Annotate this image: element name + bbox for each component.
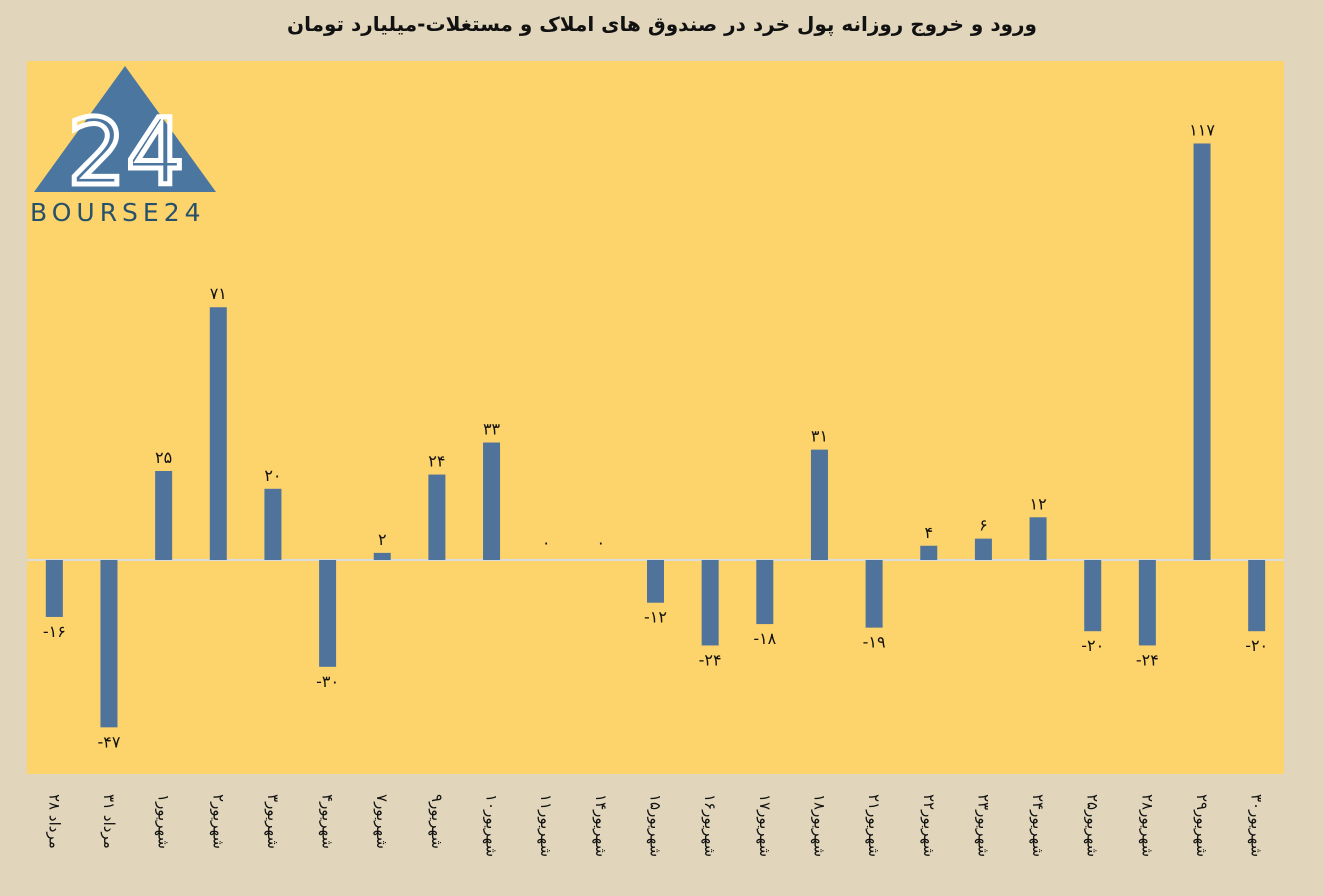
- data-label: ۲: [378, 530, 387, 549]
- bar: [1138, 560, 1156, 646]
- data-label: -۲۰: [1081, 636, 1104, 655]
- category-label: ۲۸ مرداد: [45, 794, 63, 849]
- category-label: ۲۴شهریور: [1029, 794, 1047, 857]
- data-label: ۱۱۷: [1189, 120, 1215, 139]
- category-label: ۱۸شهریور: [810, 794, 828, 857]
- chart-title: ورود و خروج روزانه پول خرد در صندوق های …: [287, 12, 1037, 36]
- data-label: ۱۲: [1029, 494, 1046, 513]
- category-label: ۷شهریور: [373, 794, 391, 849]
- category-label: ۱۷شهریور: [756, 794, 774, 857]
- data-label: ۲۵: [155, 448, 172, 467]
- data-label: ۷۱: [210, 284, 227, 303]
- data-label: ۲۴: [428, 452, 445, 471]
- bar: [319, 560, 337, 667]
- category-label: ۲شهریور: [209, 794, 227, 849]
- logo-triangle: [34, 66, 216, 192]
- bar: [428, 474, 446, 560]
- category-label: ۱۵شهریور: [647, 794, 665, 857]
- bar: [155, 471, 173, 560]
- category-label: ۱۶شهریور: [701, 794, 719, 857]
- bar: [756, 560, 774, 625]
- category-label: ۲۹شهریور: [1193, 794, 1211, 857]
- data-label: ۲۰: [264, 466, 281, 485]
- data-label: ۶: [979, 516, 988, 535]
- data-label: ۰: [542, 533, 551, 552]
- data-label: ۳۳: [483, 420, 501, 439]
- data-label: ۰: [597, 533, 606, 552]
- category-label: ۱۱شهریور: [537, 794, 555, 857]
- bar: [1084, 560, 1102, 632]
- category-label: ۲۳شهریور: [974, 794, 992, 857]
- data-label: -۱۹: [863, 633, 886, 652]
- bar: [264, 488, 282, 560]
- bar: [920, 545, 938, 560]
- data-label: -۲۴: [699, 650, 722, 669]
- logo-mark: 24: [67, 99, 184, 206]
- bar: [701, 560, 719, 646]
- bar: [974, 538, 992, 560]
- category-label: ۲۱شهریور: [865, 794, 883, 857]
- bar: [483, 442, 501, 560]
- bar: [45, 560, 63, 617]
- data-label: -۴۷: [97, 732, 120, 751]
- bar: [865, 560, 883, 628]
- bar: [810, 449, 828, 560]
- bar: [647, 560, 664, 603]
- category-label: ۹شهریور: [428, 794, 446, 849]
- category-label: ۱شهریور: [155, 794, 173, 849]
- category-label: ۳۱ مرداد: [100, 794, 118, 849]
- logo-text: BOURSE24: [30, 198, 206, 227]
- data-label: ۳۱: [811, 427, 828, 446]
- data-label: -۱۲: [644, 608, 667, 627]
- data-label: ۴: [924, 523, 933, 542]
- category-label: ۳شهریور: [264, 794, 282, 849]
- data-label: -۲۴: [1136, 650, 1159, 669]
- bourse24-logo: 24: [34, 66, 216, 209]
- bar: [100, 560, 118, 728]
- bar: [1248, 560, 1266, 632]
- category-label: ۴شهریور: [319, 794, 337, 849]
- data-label: -۱۸: [753, 629, 776, 648]
- data-label: -۲۰: [1245, 636, 1268, 655]
- data-label: -۳۰: [316, 672, 339, 691]
- bar: [373, 552, 391, 560]
- category-label: ۱۴شهریور: [592, 794, 610, 857]
- bar: [209, 307, 227, 560]
- category-label: ۳۰شهریور: [1248, 794, 1266, 857]
- category-label: ۲۲شهریور: [920, 794, 938, 857]
- bar: [1193, 143, 1211, 561]
- category-label: ۲۸شهریور: [1138, 794, 1156, 857]
- data-label: -۱۶: [43, 622, 66, 641]
- category-label: ۱۰شهریور: [483, 794, 501, 857]
- category-label: ۲۵شهریور: [1084, 794, 1102, 857]
- plot-area: [27, 61, 1284, 774]
- bar: [1029, 517, 1047, 560]
